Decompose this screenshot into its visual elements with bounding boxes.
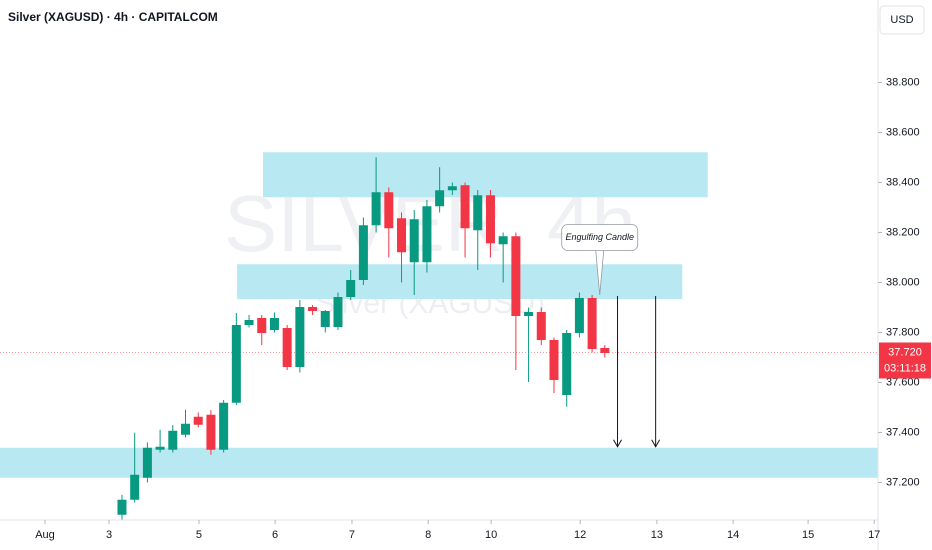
main-layer: Engulfing Candle <box>117 157 661 520</box>
current-price-box <box>879 342 931 379</box>
x-tick-label: 15 <box>802 529 814 541</box>
candle-body <box>587 298 597 349</box>
candle-body <box>536 312 546 340</box>
candle-body <box>358 225 368 280</box>
candle-body <box>257 318 267 333</box>
candle-body <box>308 307 318 311</box>
y-tick-label: 37.400 <box>886 426 920 438</box>
y-tick-label: 37.800 <box>886 326 920 338</box>
y-tick-label: 38.400 <box>886 176 920 188</box>
candle-body <box>282 328 292 367</box>
candle-body <box>346 280 356 297</box>
candle-body <box>422 206 432 263</box>
candle-body <box>320 311 330 327</box>
candle-body <box>244 320 254 325</box>
candle-body <box>511 236 521 316</box>
x-tick-label: 8 <box>425 529 431 541</box>
x-tick-label: 7 <box>349 529 355 541</box>
candle-body <box>562 333 572 395</box>
candle-body <box>384 192 394 229</box>
chart-title: Silver (XAGUSD) · 4h · CAPITALCOM <box>8 10 218 24</box>
x-tick-label: 13 <box>651 529 663 541</box>
candle-body <box>155 446 165 450</box>
y-tick-label: 38.200 <box>886 226 920 238</box>
candle-body <box>600 348 610 353</box>
x-tick-label: Aug <box>35 529 55 541</box>
candle-body <box>409 219 419 263</box>
candle-body <box>485 195 495 244</box>
callout-pointer <box>595 250 605 296</box>
y-tick-label: 38.800 <box>886 76 920 88</box>
candle-body <box>371 192 381 226</box>
candle-body <box>473 195 483 231</box>
candle-body <box>193 416 203 425</box>
currency-button[interactable] <box>879 5 925 35</box>
zone <box>263 152 708 198</box>
y-tick-label: 38.000 <box>886 276 920 288</box>
candle-body <box>333 297 343 327</box>
candle-body <box>181 423 191 435</box>
candle-body <box>130 474 140 500</box>
x-tick-label: 6 <box>272 529 278 541</box>
y-tick-label: 38.600 <box>886 126 920 138</box>
candle-body <box>435 190 445 207</box>
candle-body <box>460 185 470 229</box>
currency-label: USD <box>890 14 913 26</box>
current-price-label: 37.720 <box>888 346 922 358</box>
x-tick-label: 17 <box>868 529 880 541</box>
x-tick-label: 5 <box>196 529 202 541</box>
x-tick-label: 10 <box>485 529 497 541</box>
zone <box>0 447 878 478</box>
candle-body <box>549 340 559 380</box>
x-tick-label: 12 <box>574 529 586 541</box>
callout-box <box>561 224 639 251</box>
candle-body <box>206 414 216 450</box>
candle-body <box>269 318 279 330</box>
candle-body <box>231 325 241 403</box>
y-tick-label: 37.600 <box>886 376 920 388</box>
candle-body <box>219 402 229 450</box>
candle-body <box>498 236 508 245</box>
arrow-head <box>613 439 622 448</box>
candle-body <box>524 312 534 316</box>
x-tick-label: 14 <box>727 529 739 541</box>
candle-body <box>295 307 305 367</box>
candle-body <box>168 430 178 450</box>
candle-body <box>447 186 457 191</box>
countdown-label: 03:11:18 <box>884 362 926 374</box>
candle-body <box>117 499 127 515</box>
candle-body <box>142 447 152 478</box>
y-tick-label: 37.200 <box>886 476 920 488</box>
callout-text: Engulfing Candle <box>565 232 634 242</box>
candle-body <box>397 218 407 253</box>
candle-body <box>574 298 584 333</box>
x-tick-label: 3 <box>106 529 112 541</box>
zone <box>237 264 683 299</box>
arrow-head <box>651 439 661 448</box>
